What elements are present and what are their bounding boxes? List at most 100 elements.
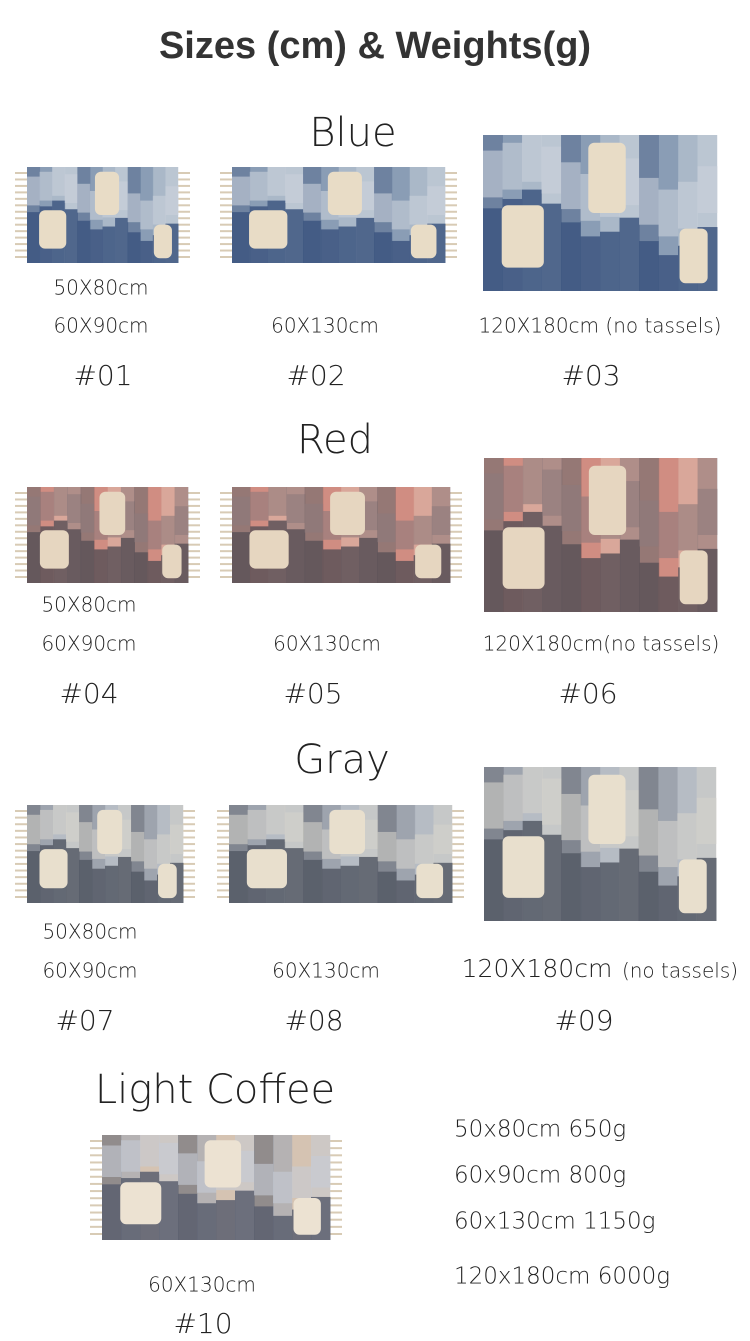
rug-light	[639, 500, 660, 547]
rug-light	[134, 513, 149, 543]
rug-tuft	[120, 1182, 162, 1225]
rug-light	[140, 1135, 160, 1167]
rug-step	[66, 848, 80, 903]
rug-light	[542, 469, 563, 516]
item-code: #07	[55, 1004, 114, 1037]
rug-light	[522, 135, 542, 182]
rug-light	[102, 1145, 122, 1177]
rug-step	[27, 851, 41, 903]
rug	[484, 767, 717, 921]
rug-step	[580, 867, 601, 921]
rug-step	[92, 868, 106, 903]
rug-light	[285, 174, 304, 203]
rug	[217, 805, 464, 903]
rug-light	[541, 146, 562, 194]
rug-light	[413, 515, 433, 545]
rug-light	[678, 504, 699, 551]
rug-tuft	[329, 809, 366, 854]
rug-step	[79, 859, 93, 903]
rug-light	[503, 465, 524, 512]
rug-light	[284, 812, 304, 842]
rug-step	[395, 560, 415, 583]
rug-tuft	[162, 544, 182, 579]
rug-step	[80, 540, 95, 583]
rug-step	[320, 229, 339, 263]
rug-step	[120, 537, 135, 583]
rug-step	[396, 880, 416, 903]
rug-light	[395, 520, 415, 550]
rug-light	[67, 494, 82, 523]
rug-step	[377, 871, 397, 903]
rug-light	[561, 484, 582, 532]
size-label: 60X130cm	[148, 1273, 256, 1297]
rug-tuft	[502, 527, 545, 589]
rug-light	[484, 473, 504, 520]
rug-light	[27, 176, 41, 206]
rug-step	[102, 226, 116, 263]
rug-step	[561, 544, 582, 612]
rug-light	[174, 506, 189, 535]
rug	[90, 1135, 342, 1240]
rug-light	[561, 162, 581, 210]
size-label: 60X130cm	[273, 632, 381, 656]
rug-step	[178, 1193, 198, 1240]
rug-step	[89, 229, 103, 263]
rug-tuft	[204, 1140, 242, 1188]
rug-light	[170, 824, 184, 854]
rug-step	[232, 212, 251, 263]
rug-step	[254, 1206, 274, 1240]
rug-tuft	[158, 863, 177, 899]
rug-step	[118, 856, 132, 903]
rug-step	[322, 549, 342, 583]
rug-step	[285, 209, 304, 263]
rug-step	[356, 217, 375, 263]
rug-light	[304, 503, 324, 533]
rug-step	[561, 222, 581, 291]
rug-tuft	[679, 550, 708, 605]
group-label: Gray	[294, 737, 390, 783]
rug-step	[127, 232, 141, 263]
size-label: 50X80cm	[42, 920, 137, 944]
rug	[15, 487, 200, 583]
rug-step	[235, 1190, 255, 1240]
rug-tuft	[416, 863, 444, 899]
rug-tuft	[415, 544, 442, 579]
size-label: 120X180cm (no tassels)	[479, 314, 722, 338]
rug-tuft	[502, 836, 545, 898]
rug-light	[40, 491, 55, 521]
rug-light	[79, 822, 93, 852]
rug-light	[433, 824, 453, 854]
rug-light	[40, 809, 54, 840]
rug-step	[639, 562, 660, 612]
rug-step	[67, 529, 82, 583]
rug-light	[311, 1156, 331, 1188]
rug-step	[638, 871, 659, 921]
rug-light	[267, 167, 286, 196]
group-label: Blue	[309, 110, 396, 156]
rug-step	[27, 212, 41, 263]
size-label: 120X180cm(no tassels)	[483, 632, 720, 656]
rug-step	[619, 217, 640, 291]
rug-step	[374, 232, 393, 263]
rug-step	[338, 226, 357, 263]
rug-light	[53, 487, 68, 516]
rug-light	[414, 834, 434, 864]
rug-light	[121, 1140, 141, 1172]
rug-light	[39, 171, 53, 201]
rug-light	[483, 150, 503, 198]
size-label: 120X180cm	[462, 954, 613, 983]
rug-step	[134, 552, 149, 583]
weight-label: 50x80cm 650g	[454, 1117, 626, 1143]
rug-light	[522, 458, 543, 505]
rug-step	[600, 231, 620, 291]
rug-light	[178, 1153, 198, 1185]
rug-step	[541, 203, 562, 291]
rug-tuft	[39, 210, 67, 249]
rug-light	[77, 183, 91, 213]
rug-step	[484, 530, 504, 612]
rug-light	[427, 186, 446, 215]
rug-tuft	[588, 465, 627, 535]
size-label: 60X130cm	[271, 314, 379, 338]
item-code: #01	[73, 359, 132, 392]
